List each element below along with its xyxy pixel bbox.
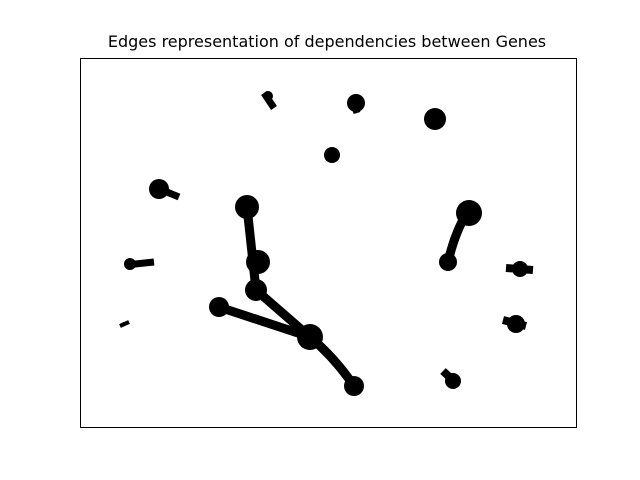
node (209, 297, 229, 317)
node (445, 373, 461, 389)
node (344, 376, 364, 396)
node (424, 108, 446, 130)
node (149, 179, 169, 199)
edge (217, 302, 312, 342)
node (246, 250, 270, 274)
chart-title: Edges representation of dependencies bet… (107, 32, 547, 51)
node (439, 253, 457, 271)
node (122, 322, 126, 326)
edges (119, 91, 534, 389)
node (235, 195, 259, 219)
node (124, 258, 136, 270)
node (347, 94, 365, 112)
node (324, 147, 340, 163)
node (512, 261, 528, 277)
node (297, 324, 323, 350)
node (263, 91, 273, 101)
axes-frame (80, 58, 577, 428)
node (456, 200, 482, 226)
nodes (122, 91, 528, 396)
node (245, 279, 267, 301)
node (507, 315, 525, 333)
